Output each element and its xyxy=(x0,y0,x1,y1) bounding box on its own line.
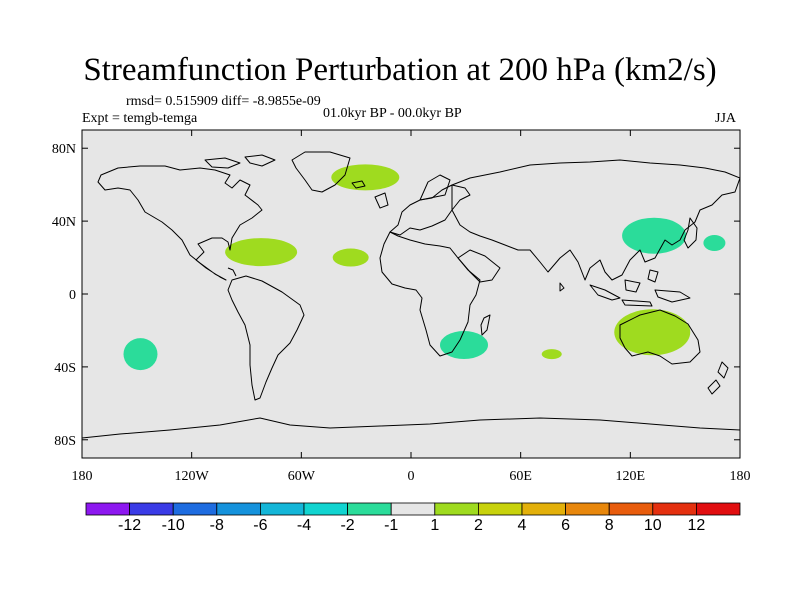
lat-label: 80N xyxy=(52,142,76,157)
colorbar-swatch xyxy=(434,502,479,516)
colorbar-swatch xyxy=(652,502,697,516)
colorbar-swatch xyxy=(216,502,261,516)
lon-label: 180 xyxy=(730,469,751,484)
colorbar-label: -1 xyxy=(384,517,399,534)
colorbar-swatch xyxy=(521,502,566,516)
lat-label: 80S xyxy=(54,434,76,449)
anomaly-layer xyxy=(123,164,726,371)
rmsd-stats: rmsd= 0.515909 diff= -8.9855e-09 xyxy=(126,94,321,109)
colorbar-swatch xyxy=(85,502,130,516)
period-label: 01.0kyr BP - 00.0kyr BP xyxy=(323,106,462,121)
anomaly-southeast-pacific xyxy=(123,338,158,371)
map-area xyxy=(82,130,740,458)
colorbar-swatch xyxy=(172,502,218,516)
colorbar-swatch xyxy=(259,502,305,516)
axis-ticks: 80N 40N 0 40S 80S 180 120W 60W 0 60E 120E 180 xyxy=(52,130,751,484)
chart-title: Streamfunction Perturbation at 200 hPa (… xyxy=(83,52,717,88)
experiment-label: Expt = temgb-temga xyxy=(82,111,198,126)
colorbar-label: 10 xyxy=(643,517,662,534)
colorbar-label: -10 xyxy=(161,517,185,534)
lon-label: 60E xyxy=(509,469,532,484)
anomaly-north-atlantic-greenland xyxy=(331,164,400,191)
colorbar-swatch xyxy=(696,502,741,516)
colorbar-swatch xyxy=(565,502,610,516)
lon-label: 120W xyxy=(175,469,210,484)
lon-label: 180 xyxy=(72,469,93,484)
colorbar-label: -6 xyxy=(253,517,268,534)
anomaly-subtropical-atlantic xyxy=(332,248,369,267)
anomaly-gulf-of-mexico-caribbean xyxy=(225,238,298,267)
colorbar-label: 4 xyxy=(517,517,527,534)
colorbar-label: 1 xyxy=(430,517,440,534)
lon-label: 60W xyxy=(288,469,316,484)
colorbar-swatch xyxy=(608,502,654,516)
colorbar-label: 6 xyxy=(561,517,571,534)
colorbar-label: -12 xyxy=(118,517,142,534)
colorbar-label: 8 xyxy=(604,517,614,534)
lat-label: 0 xyxy=(69,288,76,303)
colorbar-swatch xyxy=(390,502,436,516)
colorbar-swatch xyxy=(129,502,174,516)
coastlines xyxy=(82,151,740,439)
anomaly-australia xyxy=(614,309,691,356)
season-label: JJA xyxy=(715,111,737,126)
colorbar-label: 2 xyxy=(473,517,483,534)
lat-label: 40S xyxy=(54,361,76,376)
colorbar-swatch xyxy=(477,502,523,516)
colorbar-label: -2 xyxy=(340,517,355,534)
colorbar-swatch xyxy=(303,502,348,516)
colorbar xyxy=(85,502,741,516)
colorbar-label: -8 xyxy=(209,517,224,534)
anomaly-south-indian-ocean xyxy=(541,349,562,360)
colorbar-label: -4 xyxy=(296,517,312,534)
lat-label: 40N xyxy=(52,215,76,230)
colorbar-swatch xyxy=(347,502,392,516)
anomaly-northwest-pacific-japan xyxy=(622,217,687,254)
anomaly-southern-africa xyxy=(440,331,489,360)
colorbar-label: 12 xyxy=(687,517,706,534)
lon-label: 0 xyxy=(408,469,415,484)
lon-label: 120E xyxy=(616,469,646,484)
anomaly-central-north-pacific xyxy=(703,234,726,251)
